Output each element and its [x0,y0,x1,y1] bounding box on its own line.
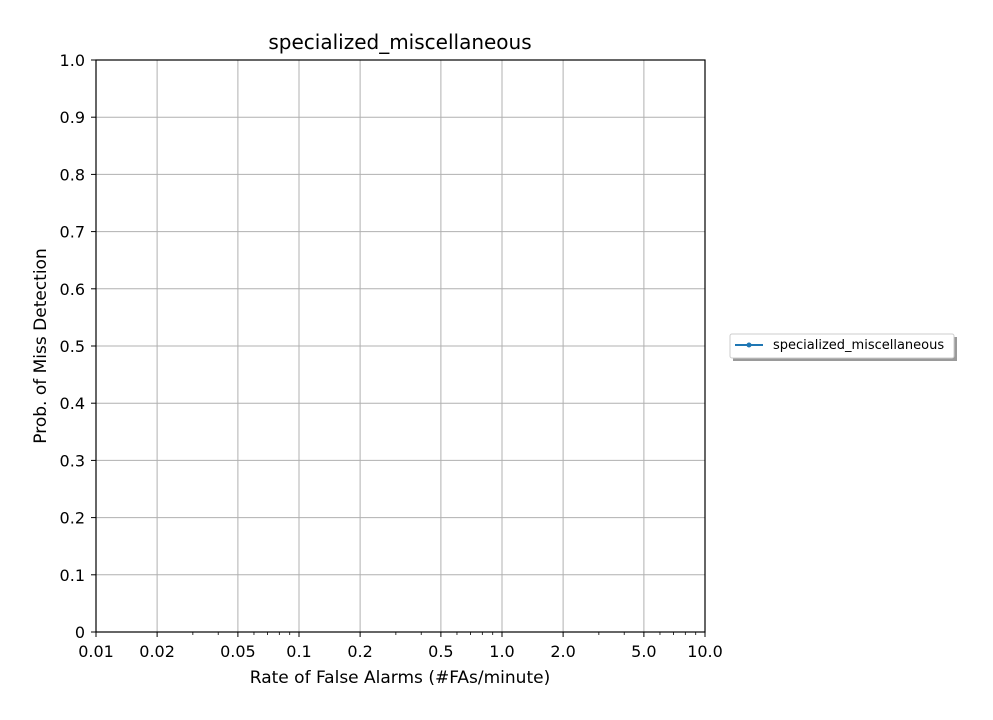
legend-label-specialized-miscellaneous: specialized_miscellaneous [773,338,944,353]
y-tick-label: 0.8 [60,165,85,184]
legend: specialized_miscellaneous [729,333,957,361]
y-tick-label: 0.6 [60,280,85,299]
x-tick-label: 0.02 [139,642,175,661]
y-tick-label: 0.7 [60,223,85,242]
y-tick-label: 0.9 [60,108,85,127]
legend-box [729,333,955,359]
y-tick-label: 0 [75,623,85,642]
y-tick-label: 1.0 [60,51,85,70]
x-tick-label: 2.0 [550,642,575,661]
y-tick-label: 0.4 [60,394,85,413]
x-tick-label: 0.05 [220,642,256,661]
x-tick-label: 1.0 [489,642,514,661]
chart-title: specialized_miscellaneous [268,30,531,54]
x-tick-label: 10.0 [687,642,723,661]
x-tick-label: 0.5 [428,642,453,661]
x-axis: 0.01 0.02 0.05 0.1 0.2 0.5 1.0 2.0 5.0 10.0 [78,632,723,661]
y-tick-label: 0.3 [60,451,85,470]
y-tick-label: 0.2 [60,509,85,528]
y-tick-label: 0.1 [60,566,85,585]
y-axis: 0 0.1 0.2 0.3 0.4 0.5 0.6 0.7 0.8 0.9 1.0 [60,51,96,642]
x-axis-label: Rate of False Alarms (#FAs/minute) [250,668,550,688]
y-axis-label: Prob. of Miss Detection [31,248,51,443]
x-tick-label: 5.0 [631,642,656,661]
x-tick-label: 0.2 [347,642,372,661]
x-tick-label: 0.01 [78,642,114,661]
grid [95,59,706,633]
legend-marker-specialized-miscellaneous [746,342,752,348]
y-tick-label: 0.5 [60,337,85,356]
x-tick-label: 0.1 [286,642,311,661]
